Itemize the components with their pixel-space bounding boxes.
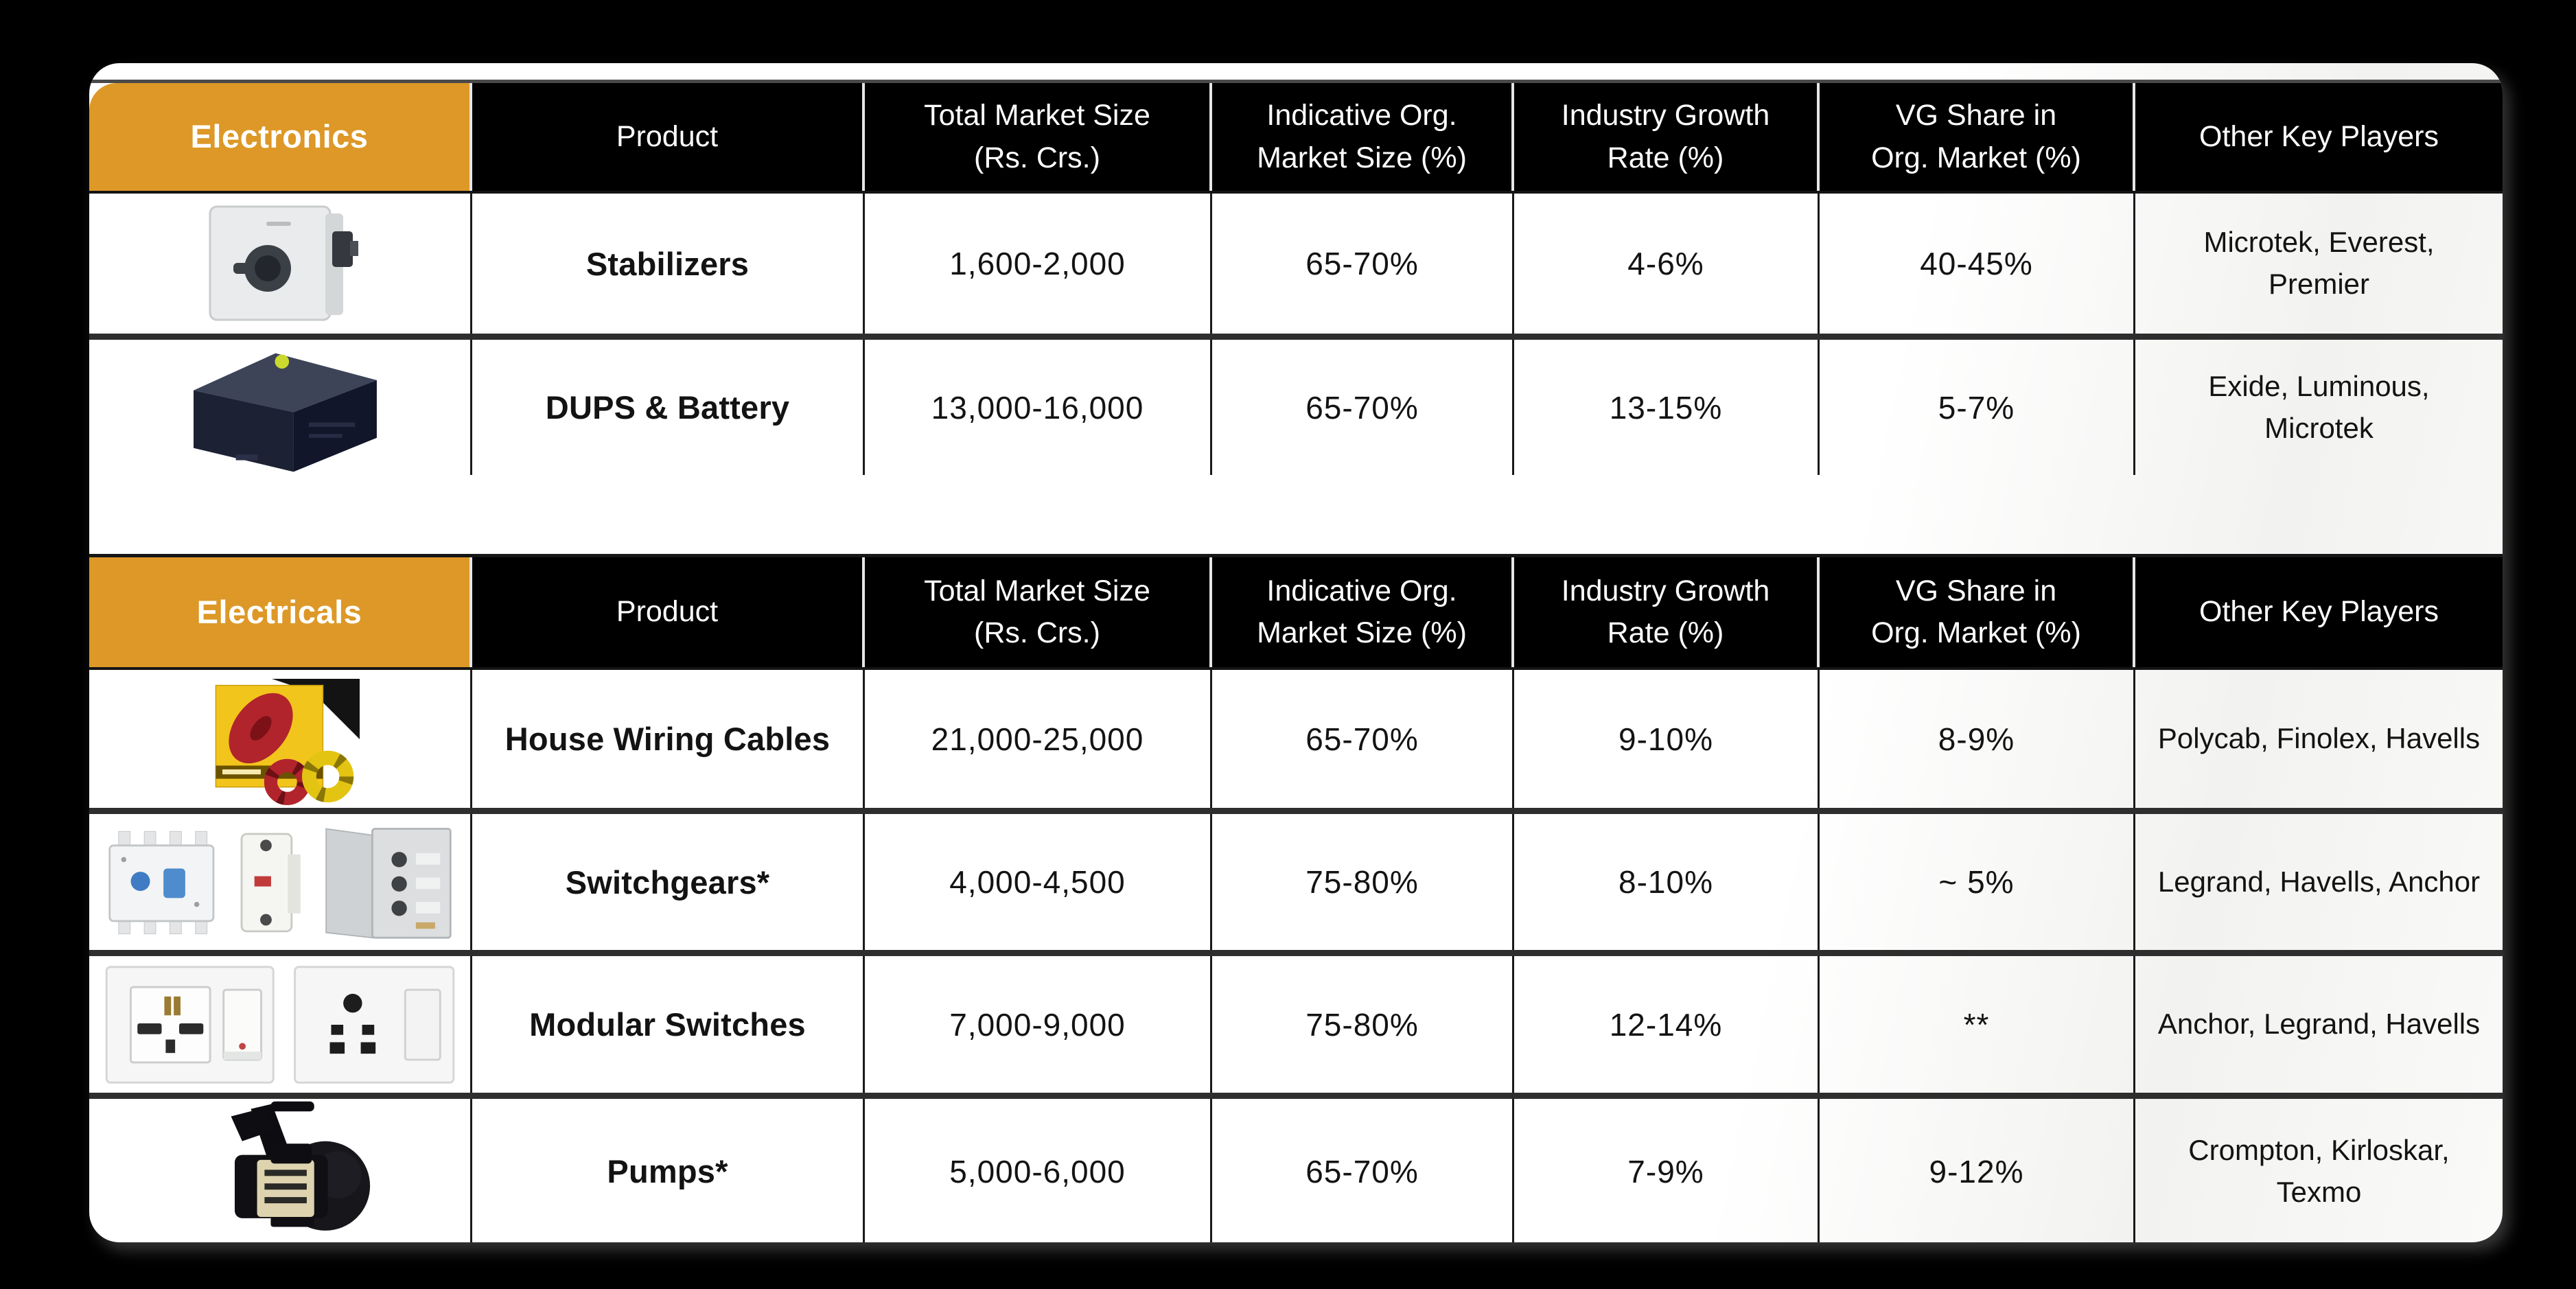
switchgears-image <box>89 814 472 950</box>
cell-indicative-org: 65-70% <box>1212 194 1514 334</box>
cell-other-key-players: Legrand, Havells, Anchor <box>2157 865 2481 898</box>
col-header-industry-growth: Industry Growth Rate (%) <box>1514 557 1820 667</box>
voltage-stabilizer-image <box>89 194 472 334</box>
cell-vg-share: 8-9% <box>1820 670 2135 808</box>
table-row: Modular Switches 7,000-9,000 75-80% 12-1… <box>89 950 2503 1093</box>
house-wiring-cables-image <box>89 670 472 808</box>
house-wiring-cables-image <box>215 678 360 805</box>
voltage-stabilizer-image <box>209 205 358 321</box>
cell-other-key-players: Polycab, Finolex, Havells <box>2157 722 2481 755</box>
cell-industry-growth: 9-10% <box>1514 670 1820 808</box>
cell-vg-share: ~ 5% <box>1820 814 2135 950</box>
cell-other-key-players: Crompton, Kirloskar, Texmo <box>2188 1133 2450 1208</box>
cell-industry-growth: 8-10% <box>1514 814 1820 950</box>
cell-vg-share: 40-45% <box>1820 194 2135 334</box>
table-row: DUPS & Battery 13,000-16,000 65-70% 13-1… <box>89 334 2503 475</box>
electricals-table: Electricals Product Total Market Size (Rs… <box>89 554 2503 1242</box>
water-pump-image <box>231 1101 370 1231</box>
table-row: Pumps* 5,000-6,000 65-70% 7-9% 9-12% Cro… <box>89 1093 2503 1242</box>
electronics-header-row: Electronics Product Total Market Size (Rs… <box>89 80 2503 191</box>
cell-product: Stabilizers <box>472 194 865 334</box>
table-spacer <box>89 475 2503 554</box>
cell-indicative-org: 75-80% <box>1212 956 1514 1093</box>
cell-product: Switchgears* <box>472 814 865 950</box>
cell-indicative-org: 75-80% <box>1212 814 1514 950</box>
cell-product: DUPS & Battery <box>472 340 865 475</box>
electricals-header-row: Electricals Product Total Market Size (Rs… <box>89 554 2503 667</box>
cell-product: House Wiring Cables <box>472 670 865 808</box>
col-header-indicative-org: Indicative Org. Market Size (%) <box>1212 83 1514 191</box>
cell-product: Pumps* <box>472 1099 865 1242</box>
cell-total-market-size: 7,000-9,000 <box>865 956 1212 1093</box>
cell-total-market-size: 4,000-4,500 <box>865 814 1212 950</box>
col-header-product: Product <box>472 83 865 191</box>
electronics-table: Electronics Product Total Market Size (Rs… <box>89 80 2503 475</box>
cell-total-market-size: 13,000-16,000 <box>865 340 1212 475</box>
modular-switches-image <box>105 965 454 1084</box>
cell-vg-share: 5-7% <box>1820 340 2135 475</box>
cell-total-market-size: 5,000-6,000 <box>865 1099 1212 1242</box>
table-row: Stabilizers 1,600-2,000 65-70% 4-6% 40-4… <box>89 191 2503 334</box>
cell-indicative-org: 65-70% <box>1212 340 1514 475</box>
switchgears-image <box>108 828 452 939</box>
cell-total-market-size: 21,000-25,000 <box>865 670 1212 808</box>
category-label: Electricals <box>196 593 362 630</box>
category-cell-electricals: Electricals <box>89 557 472 667</box>
water-pump-image <box>89 1099 472 1242</box>
cell-other-key-players: Microtek, Everest, Premier <box>2203 226 2435 300</box>
cell-other-key-players: Exide, Luminous, Microtek <box>2208 369 2430 444</box>
table-card: Electronics Product Total Market Size (Rs… <box>89 63 2503 1242</box>
col-header-other-key-players: Other Key Players <box>2135 83 2503 191</box>
col-header-vg-share: VG Share in Org. Market (%) <box>1820 557 2135 667</box>
cell-vg-share: 9-12% <box>1820 1099 2135 1242</box>
col-header-indicative-org: Indicative Org. Market Size (%) <box>1212 557 1514 667</box>
cell-other-key-players: Anchor, Legrand, Havells <box>2157 1008 2481 1041</box>
category-label: Electronics <box>190 118 369 155</box>
category-cell-electronics: Electronics <box>89 83 472 191</box>
modular-switches-image <box>89 956 472 1093</box>
cell-vg-share: ** <box>1820 956 2135 1093</box>
cell-total-market-size: 1,600-2,000 <box>865 194 1212 334</box>
cell-indicative-org: 65-70% <box>1212 670 1514 808</box>
cell-industry-growth: 12-14% <box>1514 956 1820 1093</box>
cell-indicative-org: 65-70% <box>1212 1099 1514 1242</box>
col-header-other-key-players: Other Key Players <box>2135 557 2503 667</box>
table-row: House Wiring Cables 21,000-25,000 65-70%… <box>89 667 2503 808</box>
dups-battery-image <box>89 340 472 475</box>
table-row: Switchgears* 4,000-4,500 75-80% 8-10% ~ … <box>89 808 2503 950</box>
cell-industry-growth: 4-6% <box>1514 194 1820 334</box>
col-header-product: Product <box>472 557 865 667</box>
col-header-industry-growth: Industry Growth Rate (%) <box>1514 83 1820 191</box>
dups-battery-image <box>193 353 377 472</box>
cell-industry-growth: 13-15% <box>1514 340 1820 475</box>
col-header-total-market-size: Total Market Size (Rs. Crs.) <box>865 557 1212 667</box>
col-header-total-market-size: Total Market Size (Rs. Crs.) <box>865 83 1212 191</box>
col-header-vg-share: VG Share in Org. Market (%) <box>1820 83 2135 191</box>
cell-industry-growth: 7-9% <box>1514 1099 1820 1242</box>
cell-product: Modular Switches <box>472 956 865 1093</box>
